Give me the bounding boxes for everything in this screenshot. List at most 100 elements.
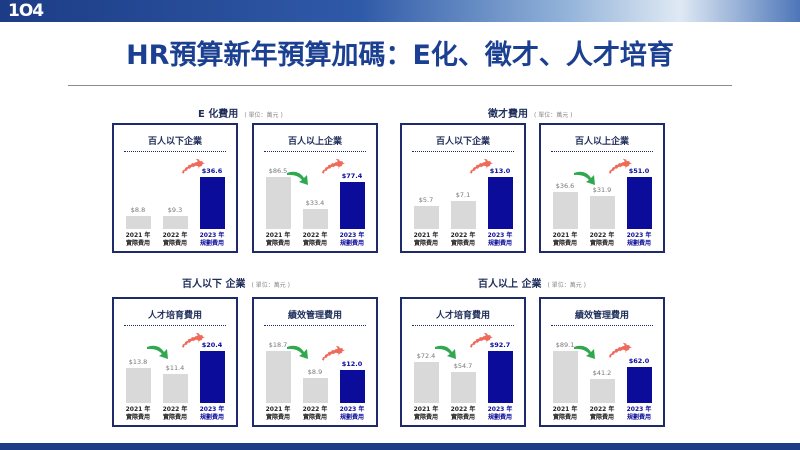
- category-label: 2022 年 實際費用: [450, 232, 476, 247]
- title-divider: [412, 325, 514, 326]
- bar: [626, 177, 652, 229]
- value-label: $9.3: [167, 205, 183, 214]
- unit-label: ( 單位：萬元 ): [547, 282, 586, 289]
- value-label: $77.4: [341, 172, 363, 181]
- bar: [265, 177, 291, 229]
- trend-arrow: [180, 330, 207, 349]
- header-band: [0, 0, 800, 22]
- footer-band: [0, 443, 800, 450]
- value-label: $62.0: [628, 356, 650, 365]
- trend-arrow: [180, 156, 207, 175]
- value-label: $7.1: [455, 190, 471, 199]
- value-label: $20.4: [201, 341, 223, 349]
- bar: [302, 208, 328, 229]
- unit-label: ( 單位：萬元 ): [534, 112, 573, 119]
- slide-title: HR預算新年預算加碼：E化、徵才、人才培育: [126, 40, 674, 71]
- value-label: $18.7: [268, 341, 288, 349]
- chart-card: 績效管理費用 $89.1 2021 年 實際費用 $41.2 2022 年 實際費用 $6…: [539, 297, 665, 427]
- trend-arrow: [574, 171, 595, 185]
- chart-title: 百人以上企業: [574, 137, 629, 147]
- trend-arrow: [607, 156, 634, 175]
- chart-card: 人才培育費用 $13.8 2021 年 實際費用 $11.4 2022 年 實際費用 $2…: [112, 297, 238, 427]
- bar: [487, 351, 513, 403]
- chart-title: 績效管理費用: [574, 311, 629, 321]
- category-label: 2022 年 實際費用: [302, 406, 328, 421]
- bar: [450, 200, 476, 229]
- bar: [125, 367, 151, 403]
- category-label: 2023 年 規劃費用: [199, 232, 225, 247]
- bar: [339, 182, 365, 229]
- title-divider: [412, 151, 514, 152]
- value-label: $5.7: [418, 196, 434, 205]
- category-label: 2021 年 實際費用: [265, 406, 291, 421]
- chart-card: 百人以上企業 $86.5 2021 年 實際費用 $33.4 2022 年 實際費用 $7…: [252, 123, 378, 253]
- value-label: $51.0: [628, 167, 650, 175]
- category-label: 2021 年 實際費用: [552, 406, 578, 421]
- bar: [450, 372, 476, 403]
- trend-arrow: [320, 343, 347, 362]
- group-title-text: 百人以上 企業: [478, 279, 542, 290]
- category-label: 2023 年 規劃費用: [339, 232, 365, 247]
- category-label: 2023 年 規劃費用: [626, 406, 652, 421]
- group-title: E 化費用 ( 單位：萬元 ): [198, 105, 283, 120]
- trend-arrow: [287, 171, 308, 185]
- value-label: $13.0: [489, 167, 511, 175]
- group-title-text: 徵才費用: [488, 109, 528, 120]
- trend-arrow: [287, 345, 308, 359]
- value-label: $36.6: [201, 167, 223, 175]
- category-label: 2021 年 實際費用: [552, 232, 578, 247]
- bar: [589, 196, 615, 229]
- bar: [626, 366, 652, 403]
- chart-card: 百人以下企業 $5.7 2021 年 實際費用 $7.1 2022 年 實際費用 $13.…: [400, 123, 526, 253]
- chart-card: 百人以上企業 $36.6 2021 年 實際費用 $31.9 2022 年 實際費用 $5…: [539, 123, 665, 253]
- group-title-text: E 化費用: [198, 109, 239, 120]
- category-label: 2021 年 實際費用: [413, 406, 439, 421]
- bar: [162, 373, 188, 403]
- category-label: 2023 年 規劃費用: [199, 406, 225, 421]
- unit-label: ( 單位：萬元 ): [251, 282, 290, 289]
- category-label: 2022 年 實際費用: [450, 406, 476, 421]
- bar: [552, 351, 578, 403]
- title-divider: [551, 151, 653, 152]
- value-label: $31.9: [592, 186, 612, 195]
- value-label: $12.0: [341, 359, 363, 368]
- category-label: 2022 年 實際費用: [589, 232, 615, 247]
- chart-title: 百人以下企業: [435, 137, 490, 147]
- value-label: $8.9: [307, 368, 323, 377]
- title-divider: [551, 325, 653, 326]
- category-label: 2022 年 實際費用: [162, 232, 188, 247]
- category-label: 2021 年 實際費用: [125, 406, 151, 421]
- title-divider: [124, 325, 226, 326]
- bar: [199, 177, 225, 229]
- group-title: 徵才費用 ( 單位：萬元 ): [488, 105, 573, 120]
- bar: [589, 378, 615, 403]
- chart-card: 人才培育費用 $72.4 2021 年 實際費用 $54.7 2022 年 實際費用 $9…: [400, 297, 526, 427]
- category-label: 2022 年 實際費用: [589, 406, 615, 421]
- bar: [199, 351, 225, 403]
- chart-card: 績效管理費用 $18.7 2021 年 實際費用 $8.9 2022 年 實際費用 $12…: [252, 297, 378, 427]
- value-label: $36.6: [555, 181, 575, 190]
- title-divider: [264, 151, 366, 152]
- logo: 1O4: [8, 1, 44, 21]
- value-label: $89.1: [555, 341, 575, 349]
- chart-card: 百人以下企業 $8.8 2021 年 實際費用 $9.3 2022 年 實際費用 $36.…: [112, 123, 238, 253]
- category-label: 2023 年 規劃費用: [487, 406, 513, 421]
- chart-title: 人才培育費用: [147, 311, 202, 321]
- value-label: $92.7: [489, 341, 511, 349]
- category-label: 2023 年 規劃費用: [487, 232, 513, 247]
- bar: [487, 177, 513, 229]
- bar: [552, 191, 578, 229]
- title-divider: [124, 151, 226, 152]
- value-label: $41.2: [592, 368, 612, 377]
- trend-arrow: [574, 345, 595, 359]
- title-rule: [68, 85, 732, 86]
- chart-title: 人才培育費用: [435, 311, 490, 321]
- bar: [125, 216, 151, 229]
- bar: [302, 378, 328, 403]
- category-label: 2023 年 規劃費用: [339, 406, 365, 421]
- chart-title: 百人以下企業: [147, 137, 202, 147]
- category-label: 2022 年 實際費用: [162, 406, 188, 421]
- category-label: 2023 年 規劃費用: [626, 232, 652, 247]
- bar: [162, 215, 188, 229]
- bar: [265, 351, 291, 403]
